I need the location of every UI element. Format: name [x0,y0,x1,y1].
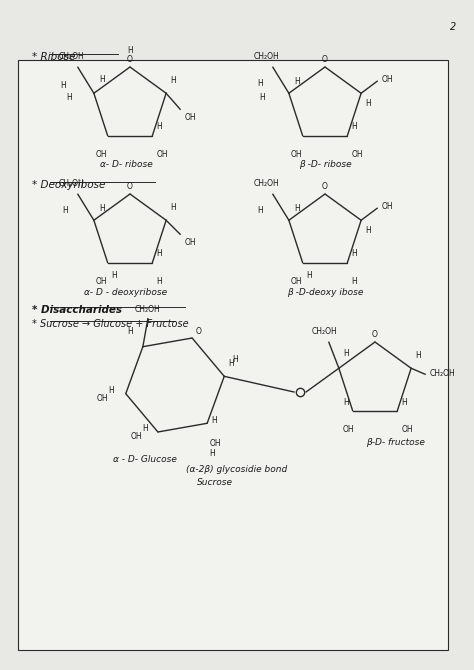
Text: H: H [127,327,133,336]
Text: H: H [365,226,371,235]
Text: H: H [365,99,371,109]
Text: H: H [257,79,263,88]
Text: α- D - deoxyribose: α- D - deoxyribose [84,288,168,297]
Text: H: H [401,398,407,407]
Text: H: H [259,92,265,102]
Text: H: H [170,203,176,212]
Text: OH: OH [130,432,142,442]
Text: 2: 2 [450,22,456,32]
Text: H: H [343,398,349,407]
Text: CH₂OH: CH₂OH [312,327,338,336]
Text: H: H [209,450,215,458]
Text: * Sucrose → Glucose + Fructose: * Sucrose → Glucose + Fructose [32,319,189,329]
Text: O: O [372,330,378,339]
Text: O: O [127,55,133,64]
Text: H: H [343,349,348,358]
Text: β -D- ribose: β -D- ribose [299,160,351,169]
Text: H: H [307,271,312,280]
Text: OH: OH [381,202,393,211]
Bar [18,60,448,650]
Text: H: H [211,416,217,425]
Text: * Ribose: * Ribose [32,52,75,62]
Text: OH: OH [291,149,302,159]
Text: H: H [62,206,68,215]
Text: OH: OH [351,149,363,159]
Text: H: H [294,204,300,213]
Text: O: O [322,182,328,191]
Text: O: O [196,327,202,336]
Text: H: H [232,355,238,364]
Text: OH: OH [291,277,302,285]
Text: H: H [99,75,105,84]
Text: O: O [322,55,328,64]
Text: OH: OH [343,425,355,433]
Text: H: H [127,46,133,55]
Text: H: H [415,351,421,360]
Text: H: H [170,76,176,85]
Text: CH₂OH: CH₂OH [59,52,85,61]
Text: CH₂OH: CH₂OH [254,180,280,188]
Text: H: H [228,359,234,368]
Text: OH: OH [381,75,393,84]
Text: H: H [66,92,72,102]
Text: H: H [112,271,118,280]
Text: CH₂OH: CH₂OH [135,305,161,314]
Text: H: H [351,249,357,258]
Text: H: H [294,77,300,86]
Text: OH: OH [209,440,221,448]
Text: β -D-deoxy ibose: β -D-deoxy ibose [287,288,363,297]
Text: (α-2β) glycosidie bond: (α-2β) glycosidie bond [186,465,288,474]
Text: β-D- fructose: β-D- fructose [365,438,424,447]
Text: O: O [127,182,133,191]
Text: H: H [156,122,162,131]
Text: OH: OH [184,239,196,247]
Text: H: H [156,277,162,285]
Text: H: H [351,277,357,285]
Text: Sucrose: Sucrose [197,478,233,487]
Text: H: H [108,386,114,395]
Text: H: H [156,249,162,258]
Text: H: H [142,425,148,433]
Text: α- D- ribose: α- D- ribose [100,160,152,169]
Text: CH₂OH: CH₂OH [429,369,455,378]
Text: OH: OH [96,149,108,159]
Text: H: H [60,81,66,90]
Text: H: H [257,206,263,215]
Text: OH: OH [156,149,168,159]
Text: OH: OH [184,113,196,122]
Text: CH₂OH: CH₂OH [254,52,280,61]
Text: H: H [351,122,357,131]
Text: OH: OH [96,277,108,285]
Text: OH: OH [401,425,413,433]
Text: α - D- Glucose: α - D- Glucose [113,455,177,464]
Text: * Disaccharides: * Disaccharides [32,305,122,315]
Text: CH₂OH: CH₂OH [59,180,85,188]
Text: OH: OH [96,394,108,403]
Text: H: H [99,204,105,213]
Text: * Deoxyribose: * Deoxyribose [32,180,105,190]
